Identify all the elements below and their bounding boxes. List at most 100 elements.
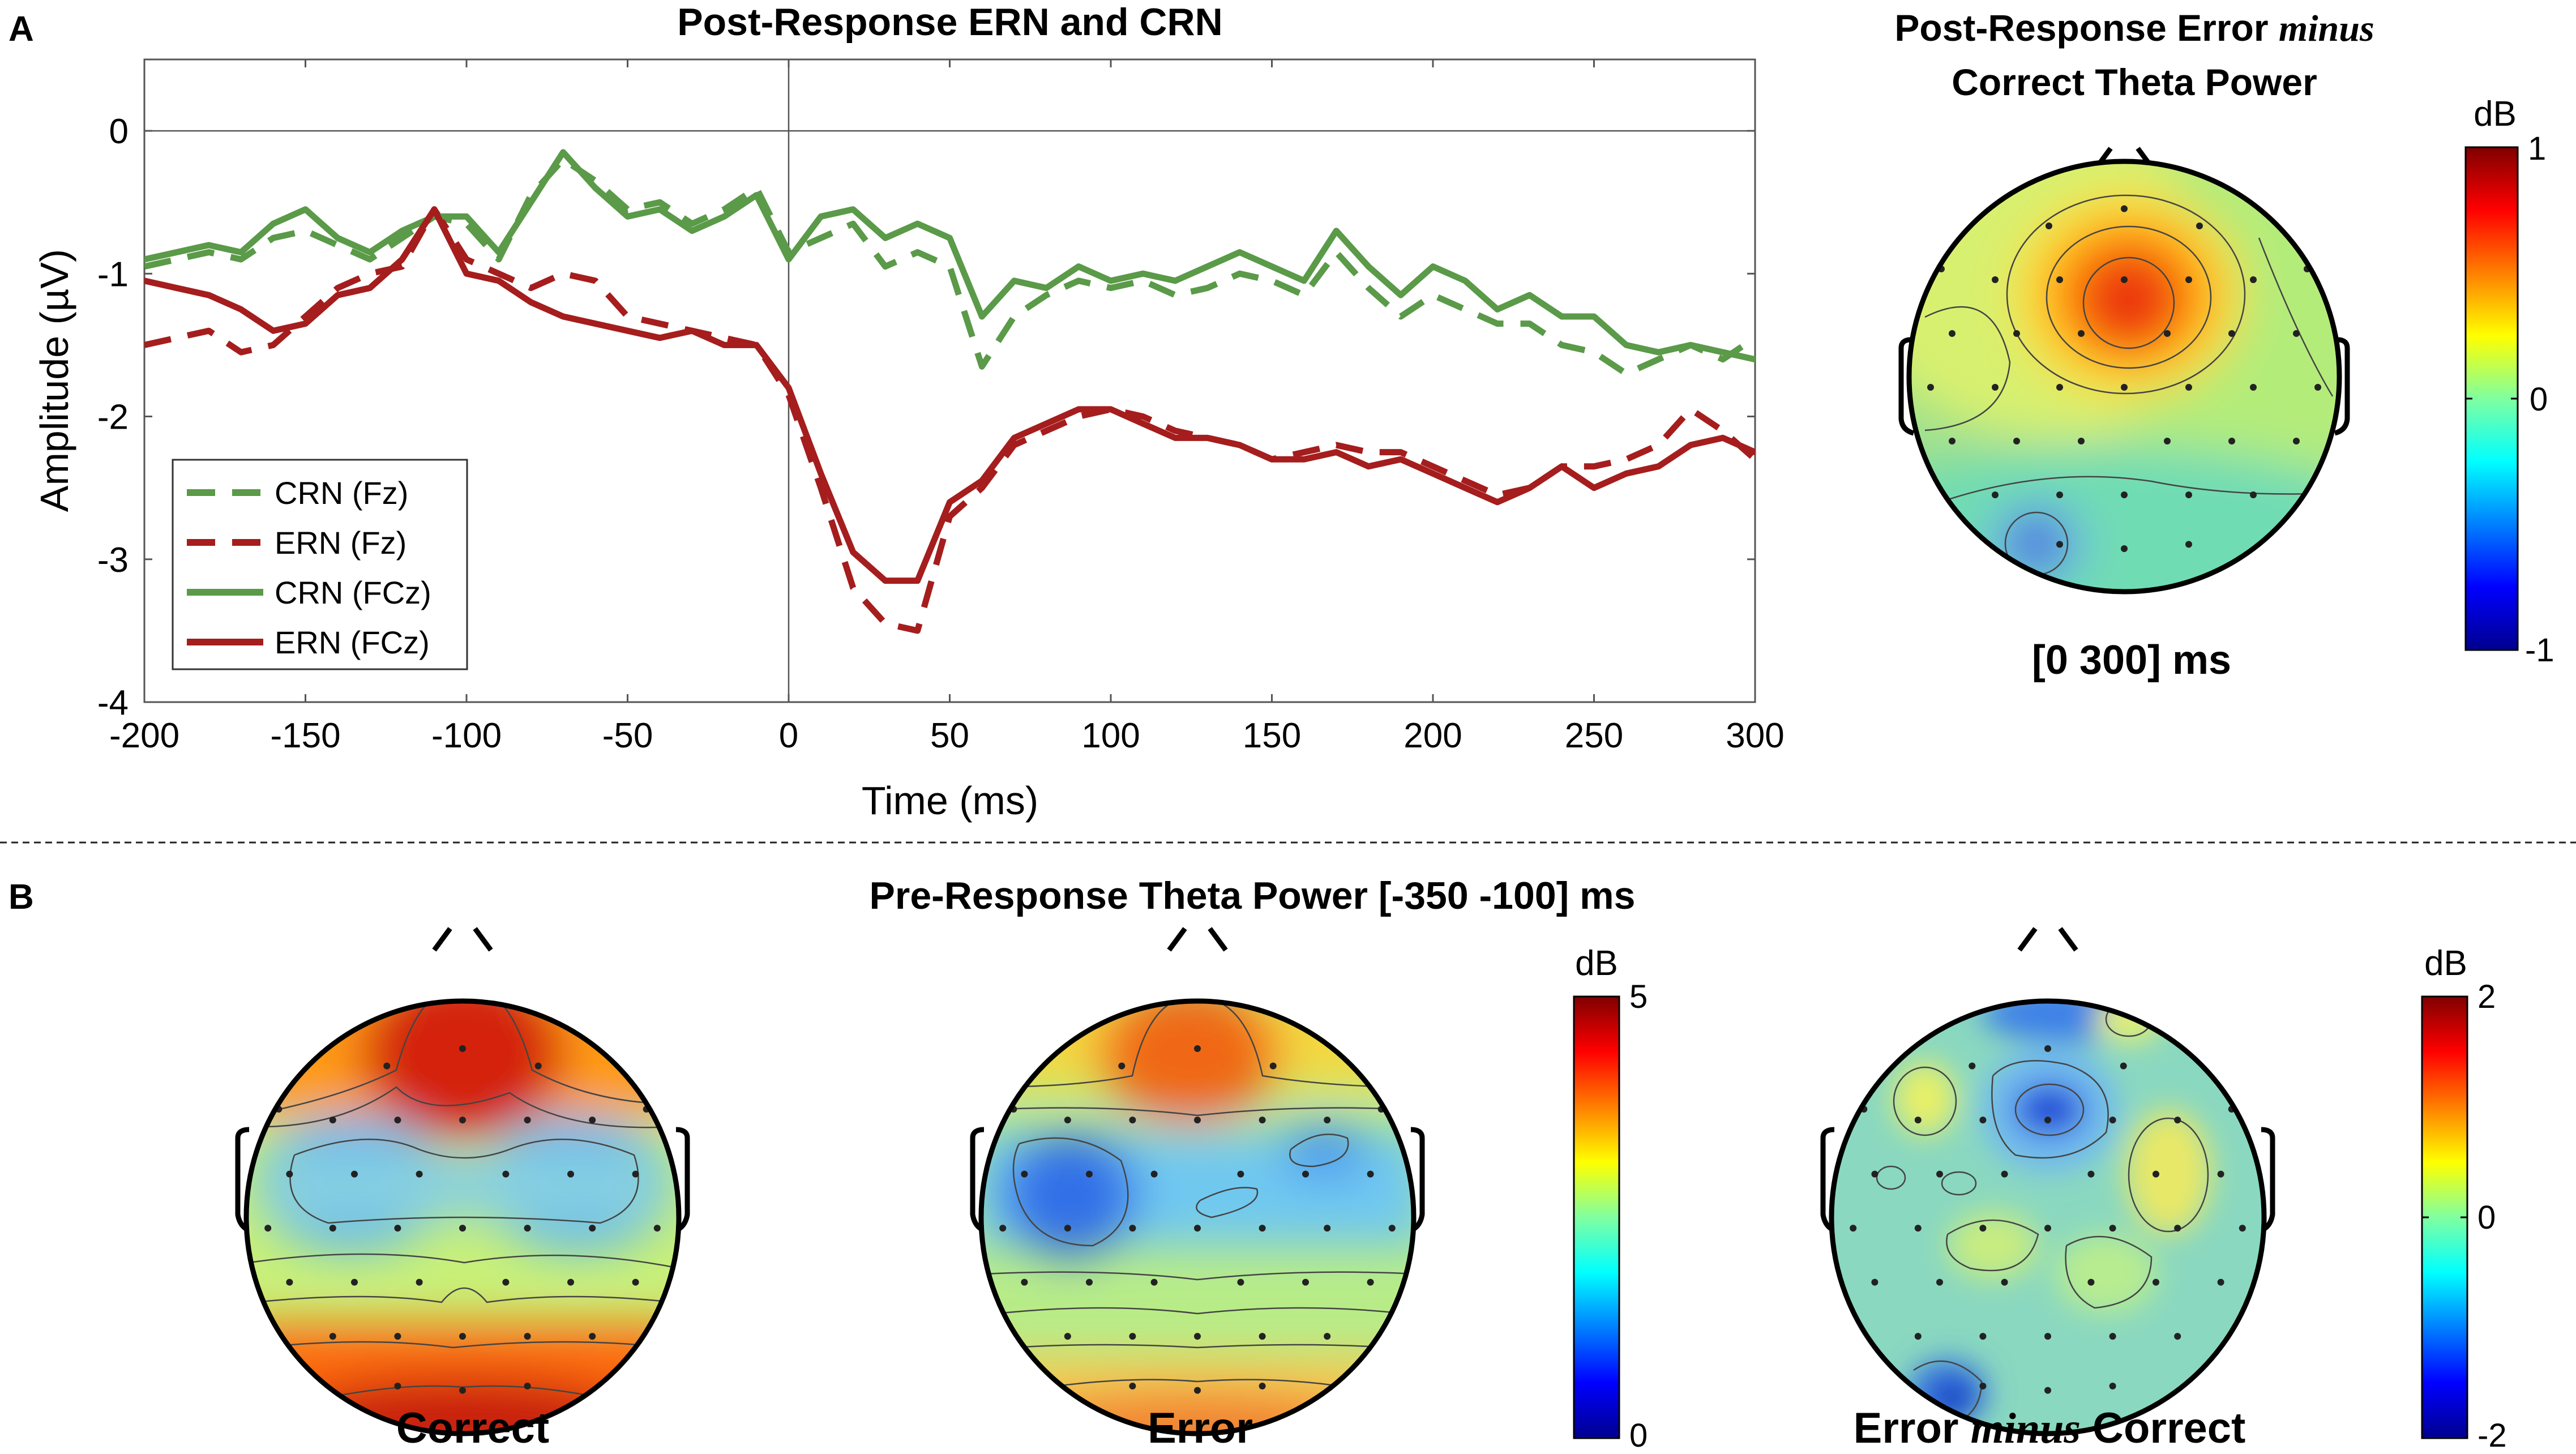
electrode-dot (1129, 1117, 1136, 1124)
electrode-dot (524, 1117, 531, 1124)
caption-diff-part3: Correct (2081, 1404, 2245, 1452)
electrode-dot (524, 1382, 531, 1389)
topo-error-minus-correct-post (1898, 147, 2350, 595)
right-ear (2334, 337, 2350, 436)
x-axis-label: Time (ms) (862, 779, 1038, 823)
y-tick-label: -4 (97, 683, 129, 722)
electrode-dot (2056, 276, 2063, 283)
electrode-dot (1979, 1333, 1987, 1340)
colorbar-power: dB 5 0 (1573, 944, 1648, 1454)
electrode-dot (394, 1333, 401, 1340)
electrode-dot (1259, 1117, 1266, 1124)
electrode-dot (2196, 223, 2203, 229)
colorbar-diff-min: -2 (2477, 1417, 2507, 1454)
panel-b-letter: B (8, 878, 34, 917)
electrode-dot (1324, 1117, 1331, 1124)
electrode-dot (1979, 1225, 1987, 1232)
electrode-dot (524, 1225, 531, 1232)
x-tick-label: 100 (1081, 716, 1140, 755)
head-outline (1906, 159, 2342, 595)
electrode-dot (2228, 438, 2235, 444)
legend-label: ERN (FCz) (275, 625, 430, 660)
colorbar-a-unit: dB (2474, 95, 2517, 134)
electrode-dot (534, 1062, 542, 1070)
caption-diff-part1: Error (1854, 1404, 1971, 1452)
colorbar-diff-unit: dB (2424, 944, 2467, 983)
panel-a-letter: A (8, 10, 34, 49)
electrode-dot (2078, 330, 2085, 337)
electrode-dot (286, 1278, 293, 1286)
electrode-dot (351, 1170, 358, 1178)
x-tick-label: 150 (1243, 716, 1301, 755)
electrode-dot (2250, 384, 2257, 391)
electrode-dot (2121, 384, 2128, 391)
electrode-dot (1979, 1382, 1987, 1389)
topo-a-title-line1: Post-Response Error minus (1894, 7, 2374, 49)
electrode-dot (1850, 1225, 1857, 1232)
electrode-dot (2293, 438, 2300, 444)
electrode-dot (2109, 1117, 2116, 1124)
colorbar-a: dB 1 0 -1 (2464, 95, 2554, 669)
legend-box (172, 459, 468, 670)
topo-a-title-minus: minus (2279, 8, 2374, 49)
electrode-dot (1302, 1170, 1309, 1178)
electrode-dot (2001, 1170, 2008, 1178)
electrode-dot (632, 1278, 639, 1286)
colorbar-diff-mid: 0 (2477, 1199, 2496, 1236)
x-tick-label: -100 (431, 716, 502, 755)
electrode-dot (2044, 1387, 2051, 1394)
electrode-dot (2044, 1117, 2051, 1124)
electrode-dot (2250, 276, 2257, 283)
electrode-dot (2013, 330, 2020, 337)
electrode-dot (2174, 1225, 2181, 1232)
electrode-dot (1936, 1170, 1943, 1178)
electrode-dot (416, 1278, 423, 1286)
electrode-dot (1992, 491, 1999, 498)
y-tick-label: -3 (97, 541, 129, 580)
electrode-dot (2121, 205, 2128, 212)
electrode-dot (2121, 491, 2128, 498)
electrode-dot (459, 1117, 466, 1124)
electrode-dot (1324, 1225, 1331, 1232)
electrode-dot (1914, 1225, 1922, 1232)
y-axis-ticks: 0 -1 -2 -3 -4 (97, 112, 1755, 722)
electrode-dot (1969, 1062, 1976, 1070)
electrode-dot (2250, 491, 2257, 498)
x-tick-label: 200 (1403, 716, 1462, 755)
electrode-dot (1064, 1225, 1071, 1232)
electrode-dot (459, 1045, 466, 1053)
electrode-dot (2109, 1225, 2116, 1232)
panel-b-title: Pre-Response Theta Power [-350 -100] ms (870, 874, 1636, 917)
electrode-dot (1086, 1170, 1093, 1178)
electrode-dot (2013, 438, 2020, 444)
electrode-dot (2217, 1278, 2224, 1286)
electrode-dot (2153, 1278, 2159, 1286)
electrode-dot (2044, 1333, 2051, 1340)
electrode-dot (502, 1170, 510, 1178)
electrode-dot (351, 1278, 358, 1286)
colorbar-diff-gradient (2421, 995, 2468, 1439)
electrode-dot (2044, 1225, 2051, 1232)
electrode-dot (2293, 330, 2300, 337)
caption-error: Error (1148, 1404, 1253, 1452)
electrode-dot (1388, 1225, 1396, 1232)
caption-correct: Correct (396, 1404, 549, 1452)
electrode-dot (383, 1062, 391, 1070)
electrode-dot (589, 1333, 596, 1340)
legend-label: CRN (Fz) (275, 475, 408, 511)
electrode-dot (1324, 1333, 1331, 1340)
electrode-dot (2228, 330, 2235, 337)
electrode-dot (1129, 1333, 1136, 1340)
electrode-dot (264, 1225, 272, 1232)
x-tick-label: -200 (109, 716, 179, 755)
electrode-dot (329, 1225, 336, 1232)
x-tick-label: -150 (270, 716, 340, 755)
electrode-dot (2185, 491, 2192, 498)
electrode-dot (1237, 1170, 1244, 1178)
electrode-dot (2078, 438, 2085, 444)
electrode-dot (1086, 1278, 1093, 1286)
electrode-dot (1949, 330, 1955, 337)
topo-error-minus-correct-pre (1820, 927, 2275, 1436)
electrode-dot (1237, 1278, 1244, 1286)
